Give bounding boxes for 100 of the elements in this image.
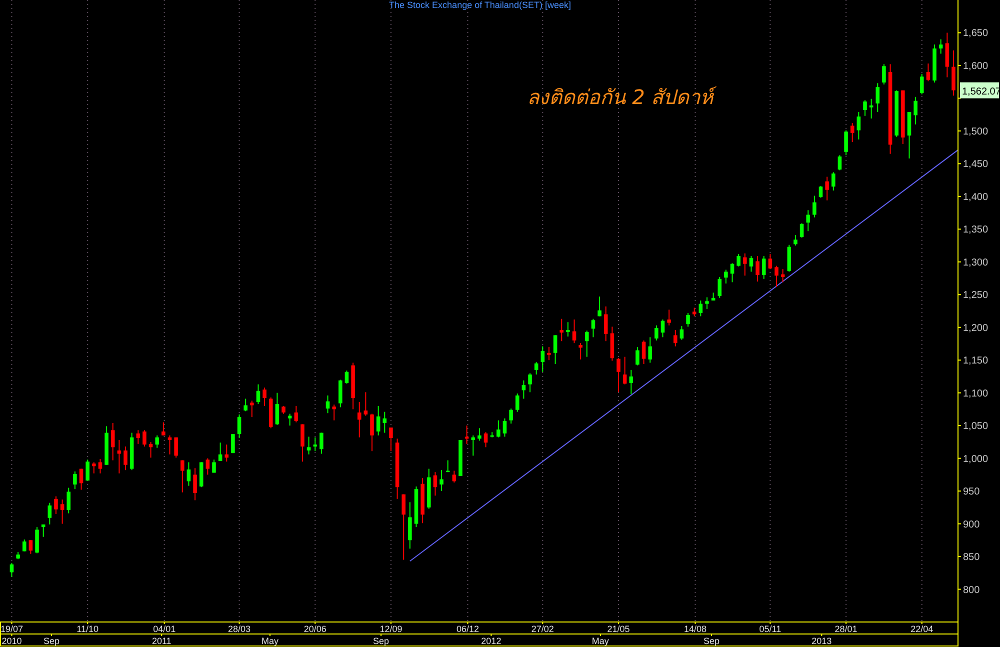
candlestick: [86, 459, 90, 482]
candlestick: [344, 370, 349, 384]
candlestick: [667, 309, 671, 326]
candlestick: [60, 499, 64, 524]
candlestick: [686, 312, 690, 328]
candlestick: [673, 329, 678, 347]
candlestick: [92, 462, 96, 474]
candlestick: [320, 432, 324, 454]
candlestick: [616, 358, 620, 393]
candlestick: [920, 73, 924, 95]
candlestick: [578, 342, 582, 360]
x2-tick-label: Sep: [373, 636, 390, 646]
candlestick: [48, 502, 52, 525]
candlestick: [35, 526, 39, 554]
y-tick-label: 850: [963, 552, 980, 564]
candlestick: [237, 414, 242, 439]
candlestick: [762, 256, 766, 280]
x2-tick-label: 2010: [2, 636, 22, 646]
candlestick: [162, 422, 166, 436]
candlestick: [818, 185, 823, 198]
candlestick: [502, 418, 507, 438]
candlestick: [604, 306, 608, 342]
candlestick: [326, 394, 330, 414]
candlestick: [376, 405, 380, 436]
candlestick: [636, 346, 640, 366]
candlestick: [743, 252, 747, 276]
candlestick: [300, 424, 304, 462]
candlestick: [553, 334, 558, 365]
candlestick: [882, 64, 886, 85]
candlestick: [193, 468, 197, 501]
x-tick-label: 27/02: [531, 624, 554, 634]
candlestick: [250, 400, 254, 418]
candlestick: [110, 422, 115, 461]
candlestick: [560, 318, 564, 342]
candlestick: [540, 346, 545, 372]
candlestick: [294, 405, 298, 423]
candlestick: [952, 50, 956, 96]
candlestick: [812, 195, 816, 218]
x-tick-label: 06/12: [456, 624, 479, 634]
y-tick-label: 1,250: [963, 290, 988, 302]
y-tick-label: 1,000: [963, 454, 988, 465]
y-tick-label: 950: [963, 486, 980, 498]
candlestick: [756, 256, 760, 282]
chart-title: The Stock Exchange of Thailand(SET) [week]: [389, 0, 571, 10]
candlestick: [484, 432, 488, 448]
candlestick: [464, 425, 469, 444]
candlestick: [547, 346, 551, 361]
candlestick: [136, 430, 140, 444]
candlestick: [471, 434, 476, 456]
x-tick-label: 22/04: [910, 624, 934, 634]
y-tick-label: 1,450: [963, 159, 988, 170]
x-tick-label: 12/09: [380, 624, 402, 634]
candlestick: [648, 336, 652, 364]
candlestick: [869, 98, 874, 120]
candlestick: [218, 442, 222, 462]
candlestick: [206, 458, 210, 476]
candlestick: [642, 340, 646, 365]
y-tick-label: 1,350: [963, 224, 988, 236]
x-tick-label: 14/08: [684, 624, 707, 634]
candlestick: [515, 392, 520, 412]
candlestick: [256, 384, 260, 404]
x2-tick-label: 2011: [152, 636, 172, 646]
candlestick: [800, 222, 804, 238]
candlestick: [496, 420, 500, 438]
candlestick: [212, 459, 216, 474]
candlestick: [794, 234, 798, 246]
x-tick-label: 19/07: [0, 624, 24, 634]
candlestick: [724, 269, 728, 284]
candlestick: [332, 404, 336, 421]
y-tick-label: 1,150: [963, 356, 988, 367]
x-tick-label: 20/06: [304, 624, 326, 634]
candlestick: [262, 387, 266, 406]
x2-tick-label: 2013: [812, 636, 832, 646]
candlestick: [73, 470, 77, 490]
x-tick-label: 28/03: [228, 624, 251, 634]
candlestick: [306, 436, 311, 455]
candlestick: [938, 38, 943, 54]
x2-tick-label: May: [261, 636, 279, 646]
candlestick: [566, 322, 570, 338]
candlestick: [660, 319, 665, 338]
candlestick: [806, 210, 810, 232]
candlestick: [832, 172, 836, 192]
candlestick: [275, 392, 280, 426]
candlestick: [863, 100, 867, 116]
candlestick: [598, 296, 602, 317]
candlestick: [433, 472, 438, 496]
candlestick: [22, 539, 26, 552]
candlestick: [718, 276, 722, 298]
y-tick-label: 900: [963, 519, 980, 530]
annotation: ลงติดต่อกัน 2 สัปดาห์: [526, 85, 718, 109]
x-tick-label: 04/01: [153, 624, 176, 634]
candlestick: [945, 32, 950, 78]
candlestick: [54, 496, 58, 514]
candlestick: [452, 470, 456, 484]
candlestick: [224, 444, 229, 462]
x-tick-label: 28/01: [834, 624, 858, 634]
candlestick: [926, 63, 930, 82]
candlestick: [66, 487, 71, 514]
x2-tick-label: 2012: [481, 636, 502, 646]
candlestick: [402, 494, 406, 560]
